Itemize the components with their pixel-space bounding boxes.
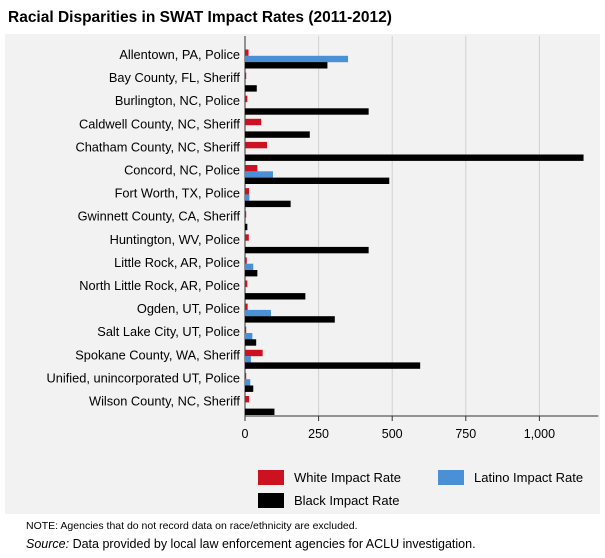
category-label: Salt Lake City, UT, Police — [97, 324, 240, 339]
legend-swatch — [438, 470, 464, 485]
bar-white — [245, 165, 258, 172]
bar-black — [245, 154, 584, 161]
bar-white — [245, 396, 250, 403]
bar-white — [245, 349, 263, 357]
source-line: Source: Data provided by local law enfor… — [26, 537, 476, 551]
legend-swatch — [258, 493, 284, 508]
category-label: Ogden, UT, Police — [137, 301, 240, 316]
category-label: Little Rock, AR, Police — [114, 255, 240, 270]
bar-black — [245, 177, 390, 184]
bar-white — [245, 280, 248, 287]
x-tick-label: 0 — [242, 427, 249, 441]
bar-latino — [245, 379, 251, 386]
legend-label: White Impact Rate — [294, 470, 401, 485]
bar-white — [245, 372, 247, 380]
bar-white — [245, 188, 250, 195]
category-label: North Little Rock, AR, Police — [79, 278, 240, 293]
bar-black — [245, 408, 275, 415]
bar-latino — [245, 263, 254, 271]
category-label: Burlington, NC, Police — [115, 93, 240, 108]
bar-latino — [245, 171, 273, 178]
bar-white — [245, 326, 247, 334]
category-label: Huntington, WV, Police — [110, 232, 240, 247]
bar-white — [245, 257, 247, 264]
x-tick-label: 250 — [308, 427, 329, 441]
legend-label: Black Impact Rate — [294, 493, 400, 508]
bar-black — [245, 362, 421, 369]
category-label: Bay County, FL, Sheriff — [109, 70, 241, 85]
bar-black — [245, 316, 335, 323]
category-label: Allentown, PA, Police — [119, 47, 240, 62]
bar-white — [245, 303, 248, 310]
bar-black — [245, 85, 257, 92]
bar-black — [245, 339, 257, 346]
bar-white — [245, 95, 248, 103]
bar-latino — [245, 356, 251, 363]
bar-white — [245, 141, 268, 149]
bar-white — [245, 72, 247, 79]
category-label: Wilson County, NC, Sheriff — [89, 394, 240, 409]
category-label: Unified, unincorporated UT, Police — [47, 370, 240, 385]
bar-white — [245, 234, 249, 241]
legend-swatch — [258, 470, 284, 485]
bar-black — [245, 62, 328, 69]
bar-latino — [245, 309, 271, 317]
bar-black — [245, 108, 369, 115]
bar-black — [245, 270, 258, 277]
bar-white — [245, 211, 247, 218]
source-text: Data provided by local law enforcement a… — [69, 537, 476, 551]
category-label: Fort Worth, TX, Police — [115, 186, 240, 201]
bar-white — [245, 49, 249, 56]
bar-latino — [245, 55, 349, 63]
source-label: Source: — [26, 537, 70, 551]
x-tick-label: 750 — [455, 427, 476, 441]
bar-black — [245, 385, 254, 392]
bar-white — [245, 118, 262, 126]
bar-black — [245, 131, 310, 138]
bar-black — [245, 293, 306, 300]
x-tick-label: 1,000 — [524, 427, 555, 441]
bar-black — [245, 223, 248, 231]
footnote: NOTE: Agencies that do not record data o… — [26, 520, 358, 532]
bar-latino — [245, 194, 250, 201]
bar-black — [245, 200, 291, 208]
x-tick-label: 500 — [382, 427, 403, 441]
category-label: Spokane County, WA, Sheriff — [75, 347, 240, 362]
legend-label: Latino Impact Rate — [474, 470, 583, 485]
chart-title: Racial Disparities in SWAT Impact Rates … — [8, 9, 392, 26]
bar-black — [245, 246, 369, 254]
category-label: Concord, NC, Police — [124, 163, 240, 178]
bar-latino — [245, 333, 253, 340]
category-label: Gwinnett County, CA, Sheriff — [78, 209, 241, 224]
category-label: Chatham County, NC, Sheriff — [75, 139, 240, 154]
category-label: Caldwell County, NC, Sheriff — [79, 116, 240, 131]
